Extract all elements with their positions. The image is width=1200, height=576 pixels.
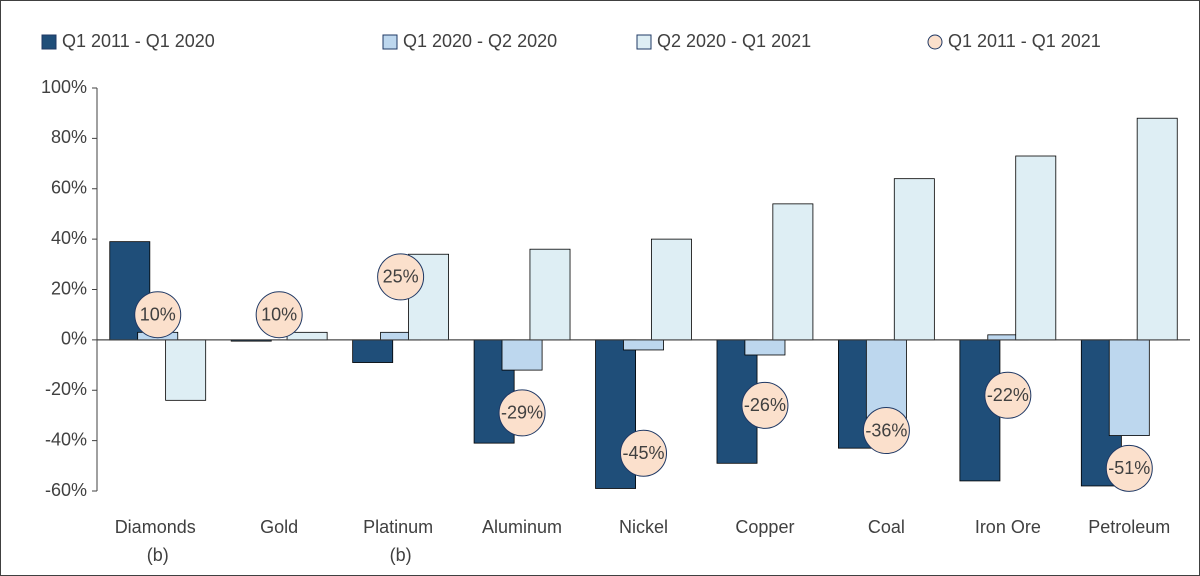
x-tick-label: Diamonds (b) xyxy=(115,517,201,565)
y-tick-label: -60% xyxy=(45,480,87,500)
legend-label: Q1 2011 - Q1 2021 xyxy=(948,31,1101,51)
x-tick-label: Coal xyxy=(868,517,905,537)
data-label: -22% xyxy=(987,385,1029,405)
bar xyxy=(744,339,786,356)
legend-marker xyxy=(41,34,57,50)
x-tick-label: Petroleum xyxy=(1088,517,1170,537)
bar xyxy=(772,203,814,341)
x-tick-label: Aluminum xyxy=(482,517,562,537)
bar xyxy=(529,248,571,341)
data-label: 10% xyxy=(140,304,176,324)
x-tick-label: Nickel xyxy=(619,517,668,537)
data-label: -29% xyxy=(501,403,543,423)
legend-marker xyxy=(927,34,943,50)
y-tick-label: 100% xyxy=(41,77,87,97)
legend-label: Q2 2020 - Q1 2021 xyxy=(657,31,811,51)
x-tick-label: Platinum (b) xyxy=(363,517,438,565)
marker xyxy=(741,381,789,429)
marker xyxy=(134,291,182,339)
marker xyxy=(984,371,1032,419)
marker xyxy=(620,429,667,477)
marker xyxy=(1105,444,1153,492)
marker xyxy=(498,389,546,437)
marker xyxy=(255,291,303,339)
marker xyxy=(377,253,425,301)
data-label: -45% xyxy=(622,443,664,463)
data-label: 10% xyxy=(261,304,297,324)
bar xyxy=(623,339,664,351)
y-tick-label: -40% xyxy=(45,429,87,449)
y-tick-label: 20% xyxy=(51,278,87,298)
bar xyxy=(650,238,692,341)
bar xyxy=(1108,339,1150,436)
bar xyxy=(352,339,394,363)
y-tick-label: 40% xyxy=(51,228,87,248)
legend-label: Q1 2020 - Q2 2020 xyxy=(403,31,557,51)
bar xyxy=(1136,117,1178,341)
bar xyxy=(501,339,543,371)
x-tick-label: Copper xyxy=(735,517,794,537)
x-tick-label: Iron Ore xyxy=(975,517,1041,537)
legend-label: Q1 2011 - Q1 2020 xyxy=(62,31,215,51)
y-tick-label: -20% xyxy=(45,379,87,399)
legend-marker xyxy=(382,34,398,50)
bar xyxy=(165,339,207,401)
legend-marker xyxy=(636,34,652,50)
data-label: -51% xyxy=(1108,458,1150,478)
y-tick-label: 80% xyxy=(51,127,87,147)
data-label: 25% xyxy=(383,267,419,287)
y-tick-label: 60% xyxy=(51,178,87,198)
x-tick-label: Gold xyxy=(260,517,298,537)
marker xyxy=(862,407,910,455)
data-label: -26% xyxy=(744,395,786,415)
y-tick-label: 0% xyxy=(61,329,87,349)
bar xyxy=(893,178,935,341)
bar xyxy=(1015,155,1057,341)
data-label: -36% xyxy=(865,420,907,440)
